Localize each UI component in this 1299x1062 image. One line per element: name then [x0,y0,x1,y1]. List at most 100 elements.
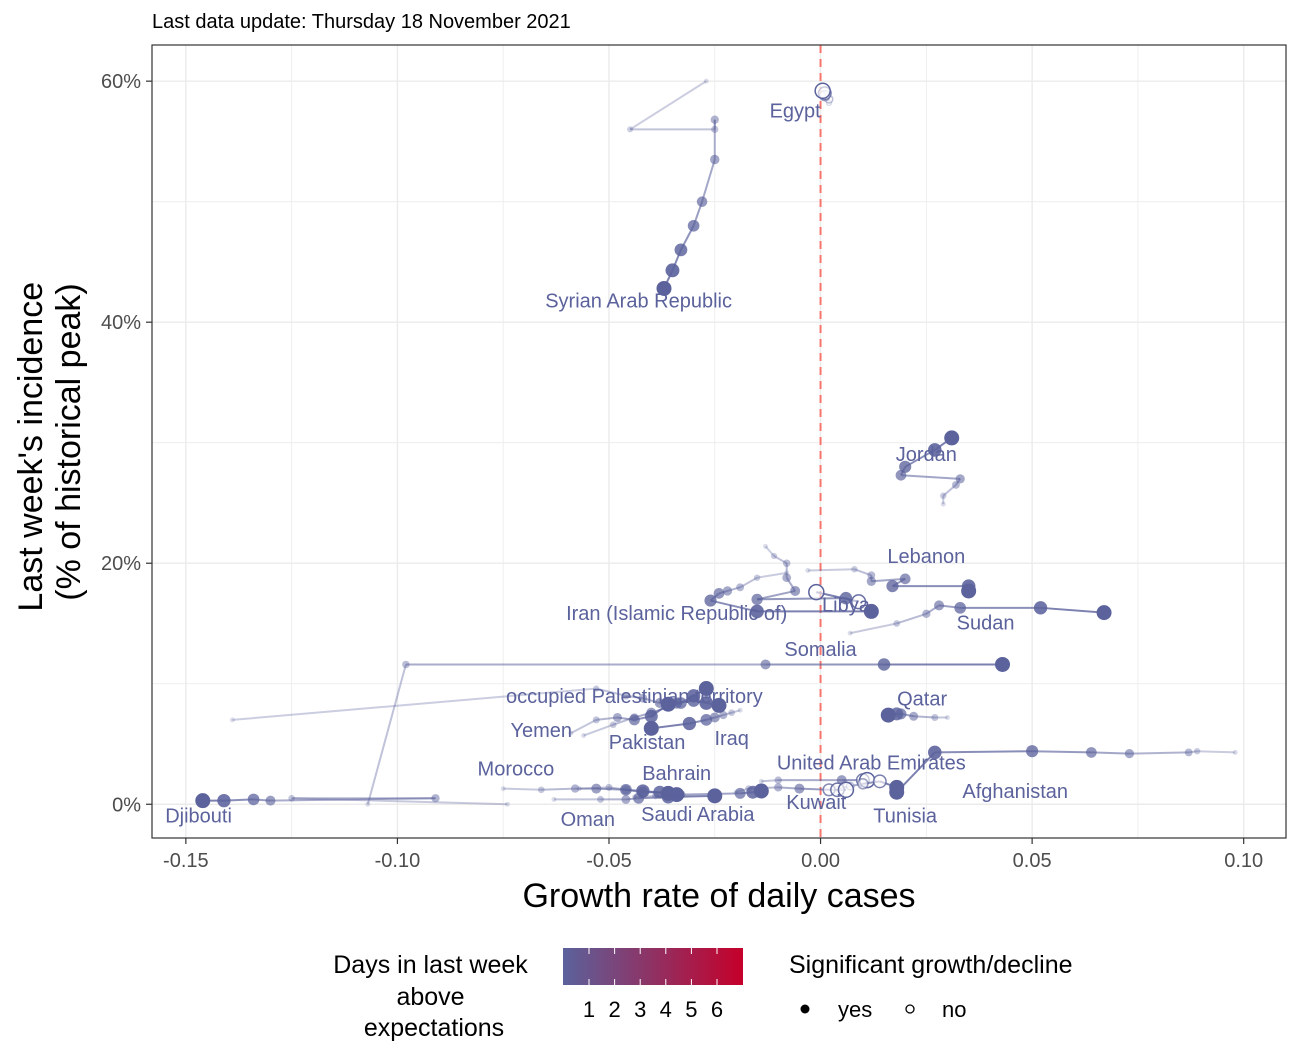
series-sudan [847,600,1112,636]
trajectory-segment [629,80,707,131]
data-point [774,783,783,792]
data-point [940,492,947,499]
data-point [952,480,960,489]
x-tick-label: -0.10 [375,850,421,872]
trajectory-segment [756,571,787,579]
data-point [784,570,790,576]
label-libya: Libya [822,594,871,616]
data-point [365,801,371,807]
data-point [728,709,736,716]
data-point [665,263,680,278]
data-point [537,786,545,794]
trajectory-segment [583,723,614,737]
data-point [750,604,764,619]
data-point-not-significant [814,82,831,100]
data-point [661,790,675,804]
data-point [638,693,648,703]
trajectory-segment [232,687,597,721]
data-point [621,794,631,804]
data-point [656,280,672,296]
trajectory-segment [366,664,407,805]
label-djibouti: Djibouti [165,805,232,827]
data-point [676,790,686,800]
data-point [707,788,723,804]
colorbar [563,948,743,985]
plot-border [151,44,1287,839]
trajectory-segment [722,711,732,717]
data-point [737,707,743,713]
data-point [402,660,410,669]
colorbar-tick-label: 2 [608,997,620,1022]
data-point [431,794,440,803]
data-point [758,778,764,784]
y-tick-label: 20% [101,553,141,575]
colorbar-tick-label: 3 [634,997,646,1022]
data-point [643,720,659,736]
data-point [597,795,605,803]
data-point [709,712,720,723]
colorbar-tick-label: 1 [583,997,595,1022]
series-iran-islamic-republic-of [704,570,879,619]
data-point [928,443,942,457]
series-djibouti [195,793,510,809]
data-point [551,796,557,802]
label-somalia: Somalia [784,639,857,661]
data-point [782,573,792,583]
data-point [1033,601,1048,615]
data-point [652,792,660,800]
series-syrian-arab-republic [627,78,720,296]
data-point [877,658,891,671]
data-point [568,730,574,736]
data-point [751,593,763,606]
data-point [229,717,235,723]
data-point [955,474,965,484]
data-point [734,787,746,799]
data-point [763,543,769,549]
data-point [805,567,811,573]
data-point [770,552,778,560]
data-point [247,793,260,806]
data-point [961,583,977,599]
series-iraq [643,707,743,736]
data-point [893,620,901,627]
data-point [675,697,687,709]
color-legend-title-line-1: Days in last week [333,951,528,979]
label-occupied-palestinian-territory: occupied Palestinian territory [506,686,763,708]
label-morocco: Morocco [478,758,555,780]
label-saudi-arabia: Saudi Arabia [641,804,755,826]
data-point [1124,748,1135,759]
data-point [593,685,600,692]
trajectory-segment [757,597,846,601]
data-point [944,430,960,446]
data-point [609,721,617,729]
data-point [710,154,720,165]
y-tick-label: 40% [101,312,141,334]
data-point [944,714,950,720]
data-point-not-significant [808,583,825,601]
trajectory-segment [710,599,758,613]
data-point [753,574,761,581]
label-oman: Oman [561,809,615,831]
label-tunisia: Tunisia [873,805,938,827]
trajectory-segment [934,750,1033,754]
data-point [288,794,295,802]
trajectory-segment [1188,750,1198,754]
x-tick-label: -0.05 [586,850,632,872]
trajectory-segment [570,719,597,735]
label-sudan: Sudan [957,613,1015,635]
legend-no-marker [905,1004,915,1014]
data-point [195,793,211,809]
x-tick-label: 0.05 [1013,850,1052,872]
trajectory-segment [849,622,897,635]
series-lebanon [805,566,977,599]
data-point [1232,749,1238,755]
data-point [866,576,876,586]
data-point [620,783,632,796]
data-point [504,801,510,807]
data-point [1096,605,1112,621]
data-point [934,600,945,611]
data-point [922,609,931,619]
data-point [863,603,879,619]
country-labels: Egypt Syrian Arab Republic Jordan Lebanon Li… [165,100,1068,831]
data-point [699,696,714,710]
